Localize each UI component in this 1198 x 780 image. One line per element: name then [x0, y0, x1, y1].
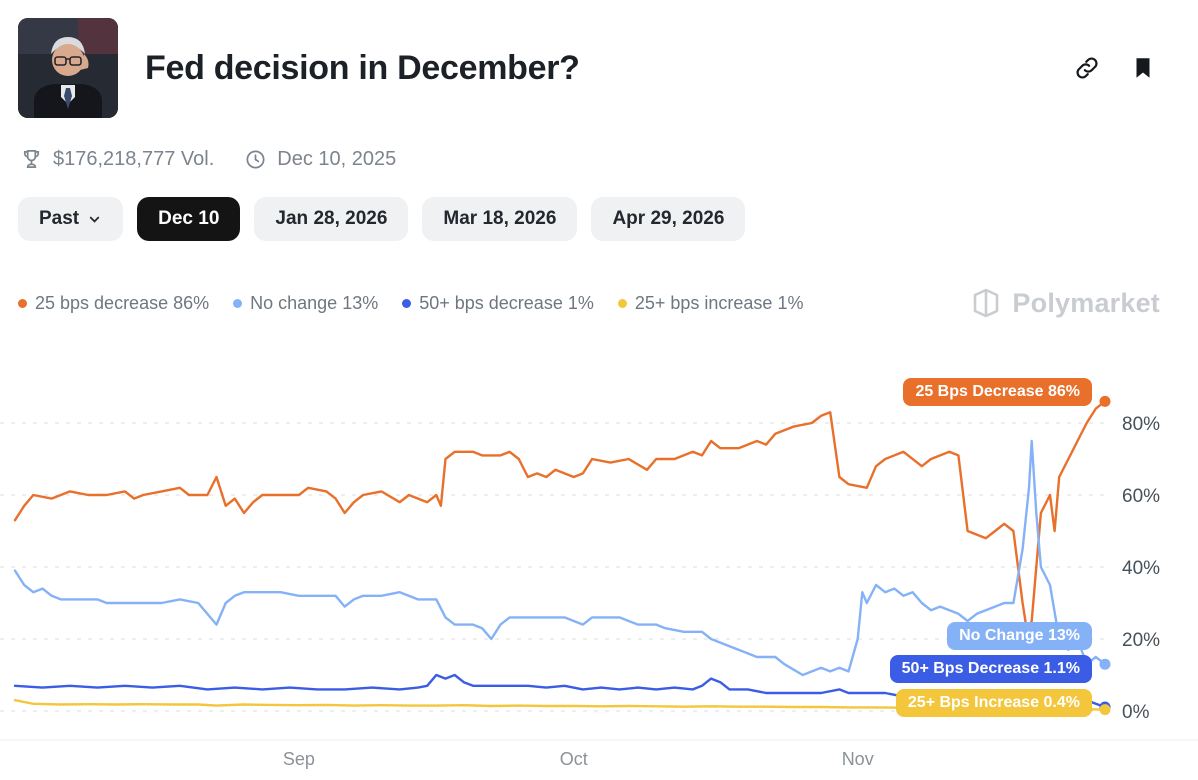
series-end-dot-25-bps-increase: [1099, 704, 1111, 716]
legend-label: 25 bps decrease 86%: [35, 292, 210, 313]
trophy-icon: [23, 150, 40, 169]
price-chart[interactable]: 0% 20% 40% 60% 80% Sep Oct Nov 25 Bps Decrease …: [0, 355, 1198, 780]
tab-dec-10[interactable]: Dec 10: [137, 197, 241, 241]
legend-item-50-bps-decrease: 50+ bps decrease 1%: [402, 293, 594, 314]
y-axis-label: 20%: [1122, 630, 1160, 651]
y-axis-label: 0%: [1122, 702, 1150, 723]
legend-label: 25+ bps increase 1%: [634, 292, 804, 313]
tab-mar-18-2026[interactable]: Mar 18, 2026: [422, 197, 578, 241]
legend-row: 25 bps decrease 86% No change 13% 50+ bp…: [0, 241, 1198, 319]
chevron-down-icon: [89, 216, 100, 223]
header-actions: [1074, 55, 1156, 81]
tab-dec-10-label: Dec 10: [158, 208, 220, 229]
legend-dot-orange: [18, 298, 27, 308]
legend-item-25-bps-increase: 25+ bps increase 1%: [617, 292, 804, 314]
chart-label-no-change: No Change 13%: [947, 622, 1092, 650]
chart-label-50-bps-decrease: 50+ Bps Decrease 1.1%: [889, 655, 1092, 683]
series-end-dot-25-bps-decrease: [1099, 395, 1111, 407]
legend-dot-light-blue: [233, 298, 243, 308]
tab-past-dropdown[interactable]: Past: [18, 197, 124, 241]
page-title: Fed decision in December?: [145, 48, 580, 87]
y-axis-label: 40%: [1122, 558, 1160, 579]
chart-label-25-bps-decrease: 25 Bps Decrease 86%: [903, 378, 1092, 406]
tab-past-label: Past: [39, 208, 80, 229]
tab-apr-29-label: Apr 29, 2026: [612, 208, 725, 229]
volume-text: $176,218,777 Vol.: [53, 148, 215, 170]
tab-jan-28-label: Jan 28, 2026: [275, 208, 388, 229]
x-axis-label: Oct: [560, 749, 588, 769]
legend-item-no-change: No change 13%: [233, 293, 378, 314]
chart-label-25-bps-increase: 25+ Bps Increase 0.4%: [895, 689, 1092, 717]
tab-apr-29-2026[interactable]: Apr 29, 2026: [591, 197, 746, 241]
series-line-no-change: [13, 439, 1107, 677]
market-avatar: [18, 18, 118, 118]
market-header: Fed decision in December?: [0, 0, 1198, 118]
y-axis-label: 60%: [1122, 486, 1160, 507]
legend-dot-yellow: [617, 298, 627, 308]
polymarket-watermark: Polymarket: [970, 287, 1160, 319]
x-axis-label: Sep: [283, 749, 315, 769]
legend-label: No change 13%: [250, 292, 379, 313]
series-end-dot-no-change: [1099, 658, 1111, 670]
tab-jan-28-2026[interactable]: Jan 28, 2026: [254, 197, 409, 241]
series-line-25-bps-decrease: [13, 400, 1107, 633]
legend-dot-blue: [402, 298, 412, 308]
link-icon: [1076, 57, 1098, 79]
y-axis-label: 80%: [1122, 414, 1160, 435]
market-stats: $176,218,777 Vol. Dec 10, 2025: [0, 118, 1198, 171]
timeline-tabs: Past Dec 10 Jan 28, 2026 Mar 18, 2026 Ap…: [0, 171, 1198, 241]
polymarket-logo-icon: [974, 288, 999, 318]
chart-legend: 25 bps decrease 86% No change 13% 50+ bp…: [18, 293, 803, 314]
polymarket-wordmark: Polymarket: [1012, 287, 1160, 318]
tab-mar-18-label: Mar 18, 2026: [443, 208, 557, 229]
x-axis-label: Nov: [842, 749, 874, 769]
legend-label: 50+ bps decrease 1%: [419, 292, 594, 313]
clock-icon: [246, 150, 265, 169]
powell-portrait-image: [18, 18, 118, 118]
bookmark-icon: [1136, 58, 1150, 78]
bookmark-button[interactable]: [1130, 55, 1156, 81]
copy-link-button[interactable]: [1074, 55, 1100, 81]
end-date-text: Dec 10, 2025: [277, 148, 397, 170]
legend-item-25-bps-decrease: 25 bps decrease 86%: [18, 293, 209, 314]
